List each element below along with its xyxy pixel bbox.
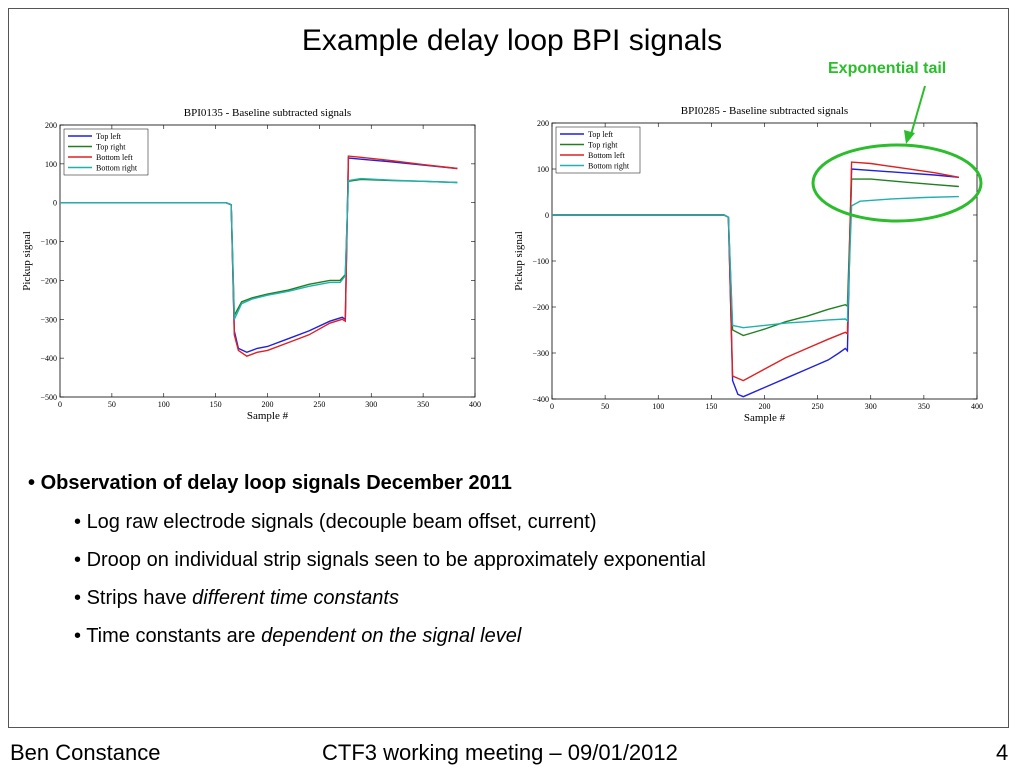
y-axis-label: Pickup signal — [21, 231, 33, 291]
bullet-sub-3-text: Strips have — [86, 587, 193, 609]
bullet-sub-1: • Log raw electrode signals (decouple be… — [74, 511, 597, 533]
y-axis-label: Pickup signal — [513, 231, 525, 291]
bullet-sub-1-text: Log raw electrode signals (decouple beam… — [86, 511, 597, 533]
x-tick-label: 400 — [971, 402, 983, 411]
bullet-sub-4-emph: dependent on the signal level — [261, 625, 522, 647]
y-tick-label: 100 — [537, 165, 549, 174]
x-tick-label: 350 — [918, 402, 930, 411]
x-tick-label: 100 — [652, 402, 664, 411]
bullet-main: • Observation of delay loop signals Dece… — [28, 472, 512, 494]
y-tick-label: −100 — [532, 257, 549, 266]
y-tick-label: −300 — [532, 349, 549, 358]
x-tick-label: 200 — [759, 402, 771, 411]
series-line-bottom-right — [60, 177, 458, 320]
exponential-tail-ellipse — [811, 143, 983, 223]
x-tick-label: 300 — [365, 400, 377, 409]
y-tick-label: −300 — [40, 315, 57, 324]
y-tick-label: −400 — [532, 395, 549, 404]
x-tick-label: 300 — [865, 402, 877, 411]
legend-label: Top right — [96, 143, 126, 152]
annotation-arrow-line — [909, 85, 926, 139]
y-tick-label: 0 — [545, 211, 549, 220]
chart-title: BPI0135 - Baseline subtracted signals — [184, 107, 351, 119]
bullet-list: • Observation of delay loop signals Dece… — [28, 472, 706, 663]
y-tick-label: 200 — [537, 119, 549, 128]
y-tick-label: −200 — [40, 276, 57, 285]
legend-label: Bottom right — [588, 162, 630, 171]
footer-meeting: CTF3 working meeting – 09/01/2012 — [322, 740, 678, 765]
x-tick-label: 200 — [262, 400, 274, 409]
x-tick-label: 100 — [158, 400, 170, 409]
x-tick-label: 350 — [417, 400, 429, 409]
chart-title: BPI0285 - Baseline subtracted signals — [681, 105, 848, 117]
plot-bpi0135: BPI0135 - Baseline subtracted signals 0 50… — [21, 107, 481, 422]
x-axis-label: Sample # — [247, 410, 289, 422]
bullet-sub-3: • Strips have different time constants — [74, 587, 399, 609]
footer-author: Ben Constance — [10, 740, 161, 765]
legend-label: Top left — [96, 132, 122, 141]
y-tick-label: 200 — [45, 121, 57, 130]
slide-title: Example delay loop BPI signals — [301, 24, 723, 57]
x-tick-label: 50 — [601, 402, 609, 411]
footer-page: 4 — [996, 740, 1009, 765]
legend-label: Bottom right — [96, 164, 138, 173]
legend-label: Bottom left — [588, 151, 625, 160]
slide-frame — [8, 8, 1009, 728]
plot-bpi0285: BPI0285 - Baseline subtracted signals 0 50… — [513, 105, 983, 424]
y-tick-label: −400 — [40, 354, 57, 363]
bullet-sub-3-emph: different time constants — [192, 587, 399, 609]
x-tick-label: 250 — [313, 400, 325, 409]
y-tick-label: 0 — [53, 199, 57, 208]
y-tick-label: −100 — [40, 238, 57, 247]
x-tick-label: 50 — [108, 400, 116, 409]
annotation-label: Exponential tail — [828, 60, 947, 77]
bullet-sub-2-text: Droop on individual strip signals seen t… — [86, 549, 706, 571]
x-tick-label: 150 — [210, 400, 222, 409]
legend-label: Top right — [588, 141, 618, 150]
legend-label: Bottom left — [96, 153, 133, 162]
series-line-bottom-right — [552, 195, 959, 329]
annotation-arrow-head — [904, 130, 915, 144]
bullet-sub-4-text: Time constants are — [86, 625, 262, 647]
y-tick-label: −500 — [40, 393, 57, 402]
bullet-sub-4: • Time constants are dependent on the si… — [74, 625, 522, 647]
x-tick-label: 250 — [812, 402, 824, 411]
x-tick-label: 400 — [469, 400, 481, 409]
legend-label: Top left — [588, 130, 614, 139]
bullet-main-text: Observation of delay loop signals Decemb… — [40, 472, 512, 494]
x-tick-label: 150 — [705, 402, 717, 411]
series-line-bottom-left — [552, 161, 960, 382]
x-tick-label: 0 — [550, 402, 554, 411]
x-tick-label: 0 — [58, 400, 62, 409]
bullet-sub-2: • Droop on individual strip signals seen… — [74, 549, 706, 571]
y-tick-label: −200 — [532, 303, 549, 312]
y-tick-label: 100 — [45, 160, 57, 169]
x-axis-label: Sample # — [744, 412, 786, 424]
